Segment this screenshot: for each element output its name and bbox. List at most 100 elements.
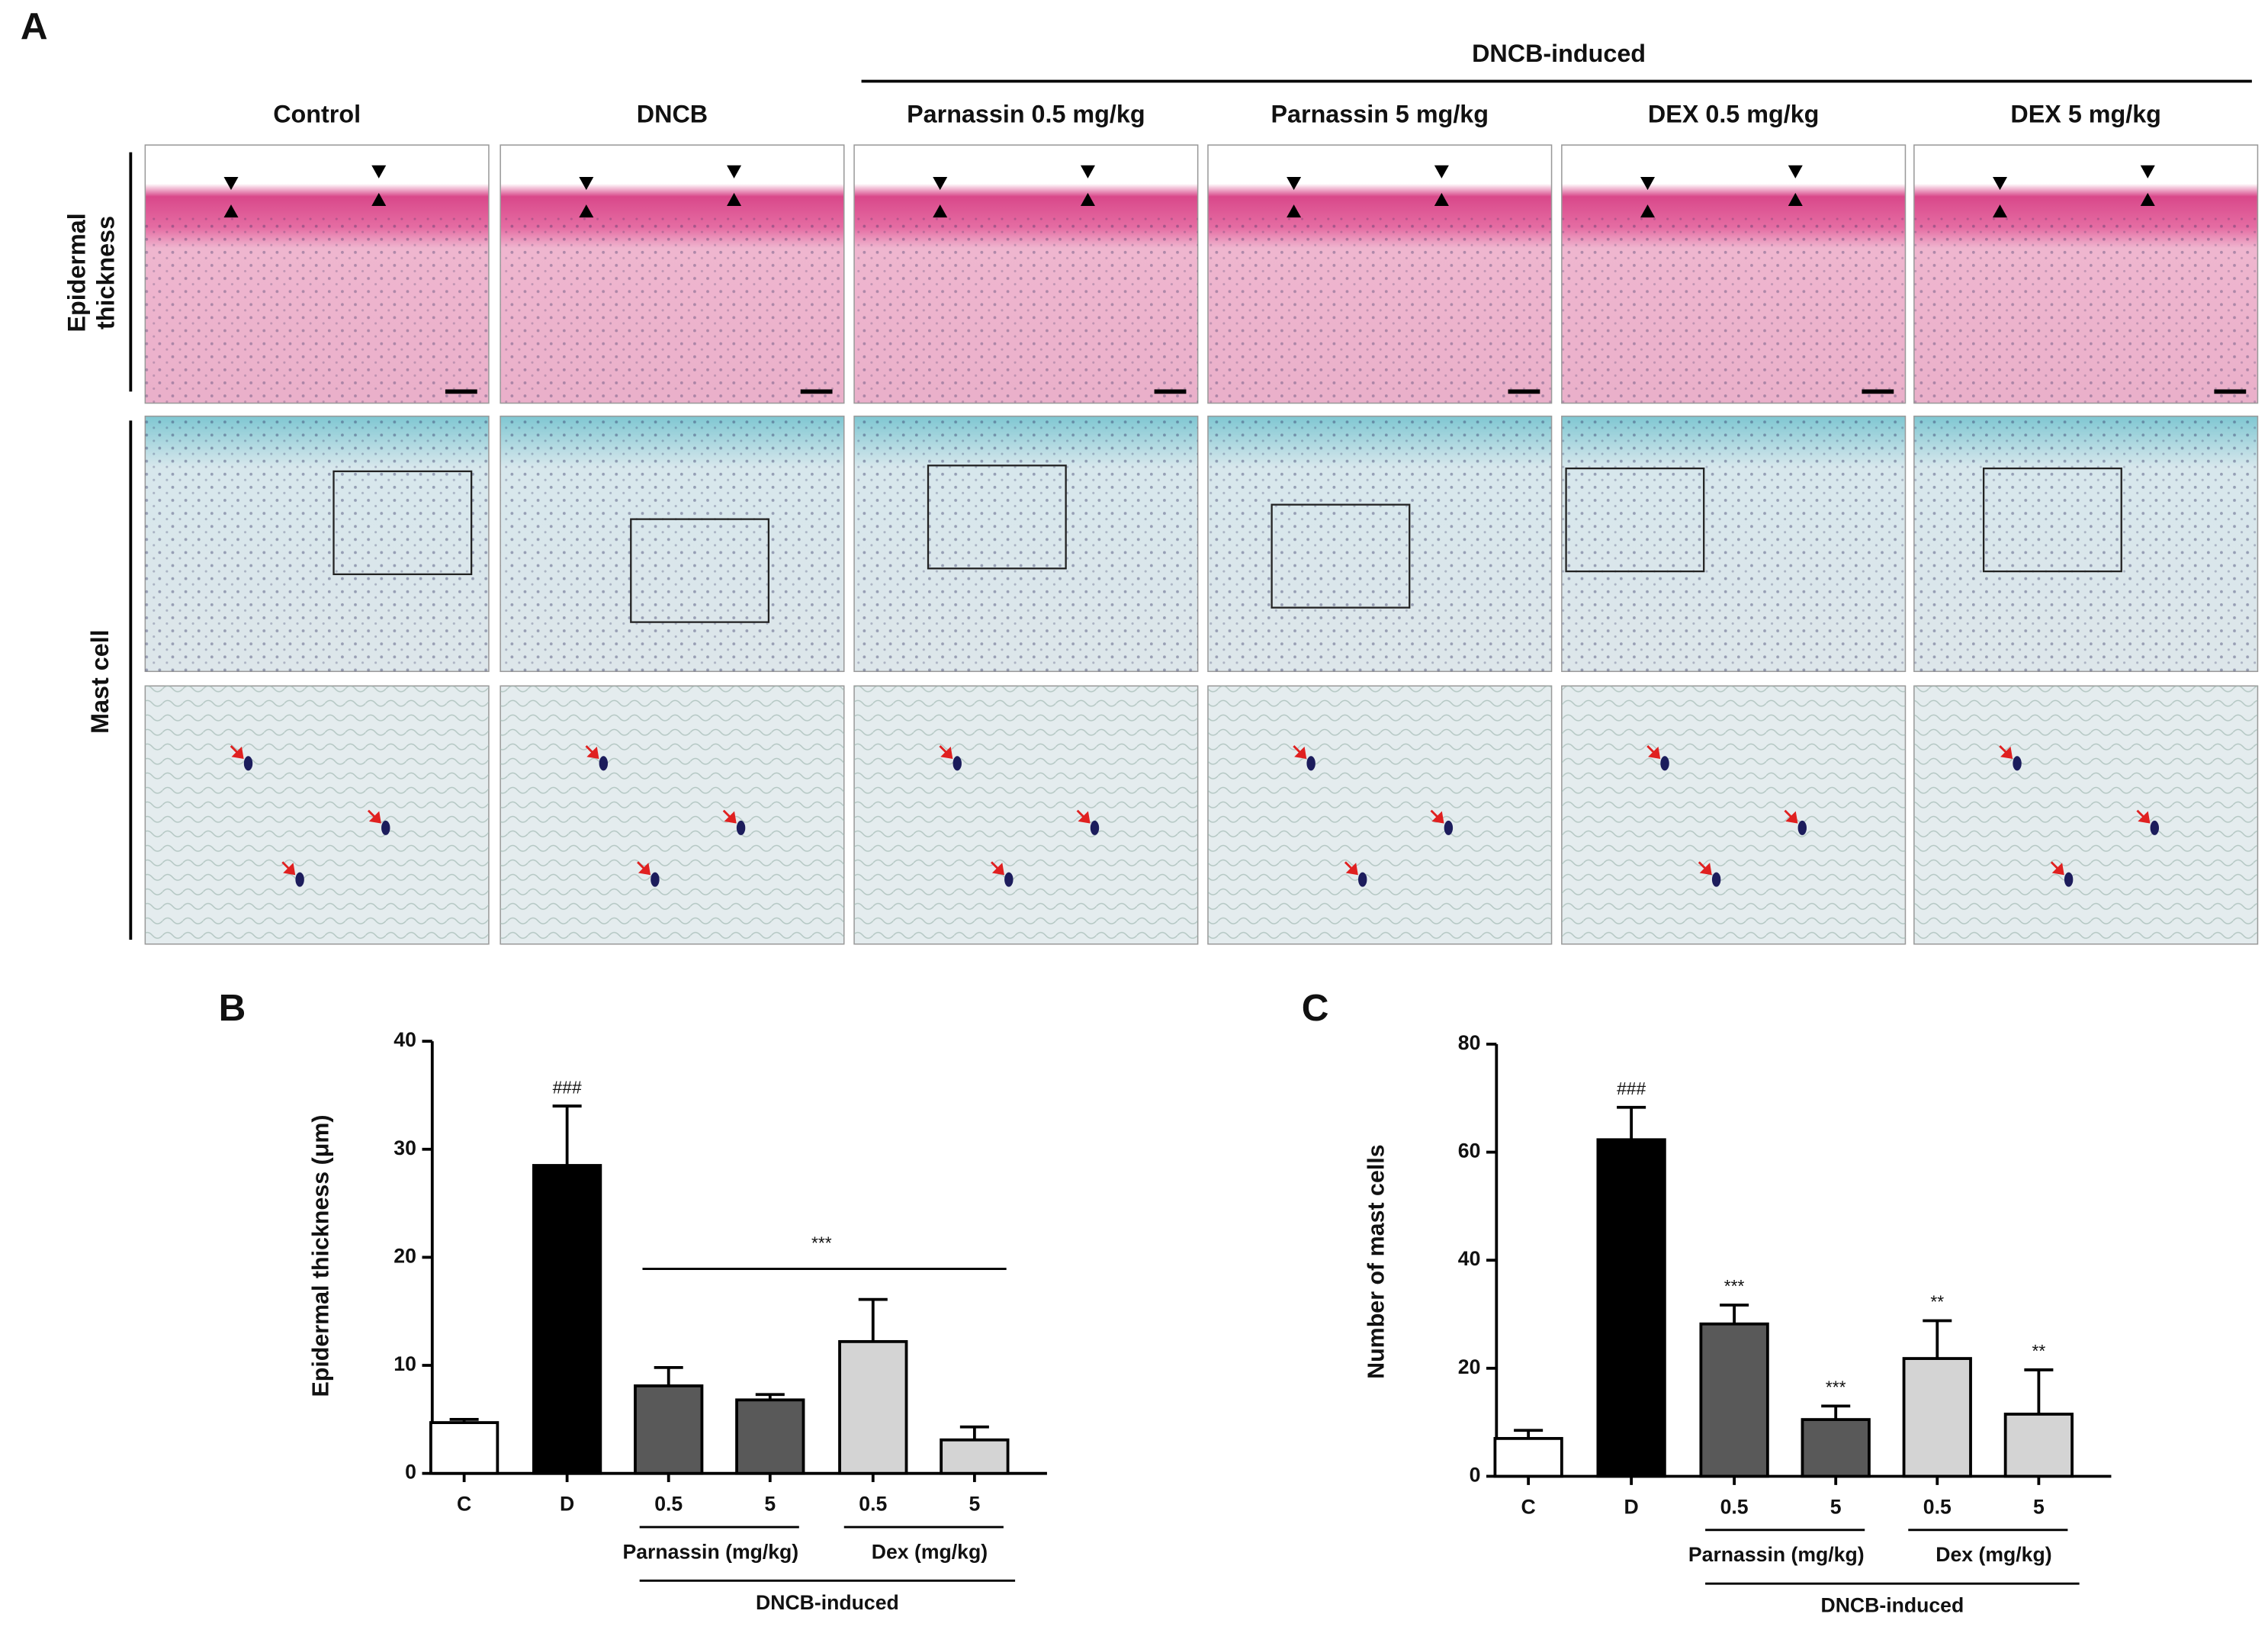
micrograph-texture <box>1913 416 2258 672</box>
x-tick-label: D <box>1624 1495 1639 1518</box>
red-arrow <box>2050 861 2064 876</box>
error-bar <box>654 1365 683 1386</box>
panel-label: A <box>21 5 48 47</box>
x-tick-label: 0.5 <box>1923 1495 1952 1518</box>
error-bar <box>1514 1429 1544 1439</box>
micrograph-texture <box>145 416 489 672</box>
row-label: thickness <box>92 216 119 330</box>
red-arrow <box>1430 809 1444 824</box>
arrowhead <box>1640 176 1656 191</box>
bar <box>838 1339 908 1475</box>
group-label: Dex (mg/kg) <box>872 1540 988 1563</box>
y-tick-label: 80 <box>1458 1031 1481 1054</box>
micrograph-texture <box>500 686 844 944</box>
red-arrow <box>1646 744 1661 759</box>
mast-cell <box>381 820 390 835</box>
red-arrow <box>722 809 737 824</box>
error-bar <box>1720 1304 1749 1324</box>
panel-label: B <box>219 987 246 1029</box>
error-bar <box>1821 1404 1851 1420</box>
red-arrow <box>637 861 651 876</box>
red-arrow <box>1999 744 2013 759</box>
x-tick-label: C <box>457 1493 471 1516</box>
group-caption: DNCB-induced <box>756 1591 899 1614</box>
x-tick-label: 0.5 <box>1720 1495 1749 1518</box>
red-arrow <box>1076 809 1091 824</box>
error-bar <box>2024 1368 2054 1415</box>
bar <box>2003 1413 2074 1478</box>
micrograph-texture <box>1561 416 1906 672</box>
micrograph-texture <box>500 217 844 403</box>
micrograph-texture <box>1561 686 1906 944</box>
mast-cell <box>243 756 253 771</box>
arrowhead <box>1287 204 1302 218</box>
mast-cell <box>1004 872 1014 887</box>
micrograph-texture <box>1561 217 1906 403</box>
micrograph-texture <box>500 416 844 672</box>
significance-label: ** <box>2032 1341 2046 1361</box>
mast-cell <box>1444 820 1454 835</box>
micrograph-texture <box>1207 686 1552 944</box>
arrowhead <box>371 165 387 178</box>
arrowhead <box>1788 192 1803 206</box>
error-bar <box>755 1393 785 1400</box>
arrowhead <box>933 204 948 218</box>
mast-cell <box>1306 756 1316 771</box>
row-label: Mast cell <box>86 629 114 734</box>
arrowhead <box>1080 165 1095 178</box>
arrowhead <box>223 204 239 218</box>
arrowhead <box>1434 192 1449 206</box>
mast-cell <box>599 756 609 771</box>
y-tick-label: 60 <box>1458 1140 1481 1162</box>
arrowhead <box>1788 165 1803 178</box>
arrowhead <box>933 176 948 191</box>
group-caption: DNCB-induced <box>1820 1594 1964 1617</box>
x-tick-label: 5 <box>969 1493 980 1516</box>
group-label: Dex (mg/kg) <box>1936 1543 2051 1566</box>
red-arrow <box>367 809 381 824</box>
arrowhead <box>1434 165 1449 178</box>
row-label: Epidermal <box>63 213 90 332</box>
bar <box>1801 1418 1871 1478</box>
error-bar <box>959 1425 989 1440</box>
arrowhead <box>223 176 239 191</box>
column-header: DNCB <box>637 101 708 128</box>
micrograph-texture <box>854 416 1198 672</box>
y-axis-label: Epidermal thickness (μm) <box>307 1114 333 1397</box>
bar <box>532 1164 602 1475</box>
arrowhead <box>1993 204 2008 218</box>
bar <box>429 1421 500 1475</box>
micrograph-texture <box>1207 416 1552 672</box>
micrograph-texture <box>854 217 1198 403</box>
y-tick-label: 10 <box>394 1352 416 1375</box>
column-header: Control <box>273 101 361 128</box>
significance-label: *** <box>811 1233 832 1252</box>
x-tick-label: 0.5 <box>654 1493 683 1516</box>
arrowhead <box>727 165 742 178</box>
red-arrow <box>1698 861 1712 876</box>
error-bar <box>1617 1105 1646 1140</box>
micrograph-texture <box>854 686 1198 944</box>
red-arrow <box>1784 809 1798 824</box>
mast-cell <box>1660 756 1669 771</box>
mast-cell <box>1358 872 1367 887</box>
y-tick-label: 20 <box>1458 1355 1481 1378</box>
significance-label: *** <box>1826 1378 1846 1397</box>
arrowhead <box>371 192 387 206</box>
arrowhead <box>1080 192 1095 206</box>
arrowhead <box>1287 176 1302 191</box>
error-bar <box>449 1417 479 1423</box>
red-arrow <box>1344 861 1358 876</box>
inset-box <box>1271 503 1411 609</box>
bar <box>940 1438 1010 1475</box>
arrowhead <box>1640 204 1656 218</box>
arrowhead <box>579 176 594 191</box>
mast-cell <box>952 756 962 771</box>
x-tick-label: D <box>560 1493 574 1516</box>
x-tick-label: C <box>1521 1495 1536 1518</box>
y-tick-label: 0 <box>405 1461 416 1484</box>
micrograph-texture <box>1207 217 1552 403</box>
y-axis-label: Number of mast cells <box>1363 1144 1389 1379</box>
arrowhead <box>2140 192 2155 206</box>
mast-cell <box>1797 820 1807 835</box>
